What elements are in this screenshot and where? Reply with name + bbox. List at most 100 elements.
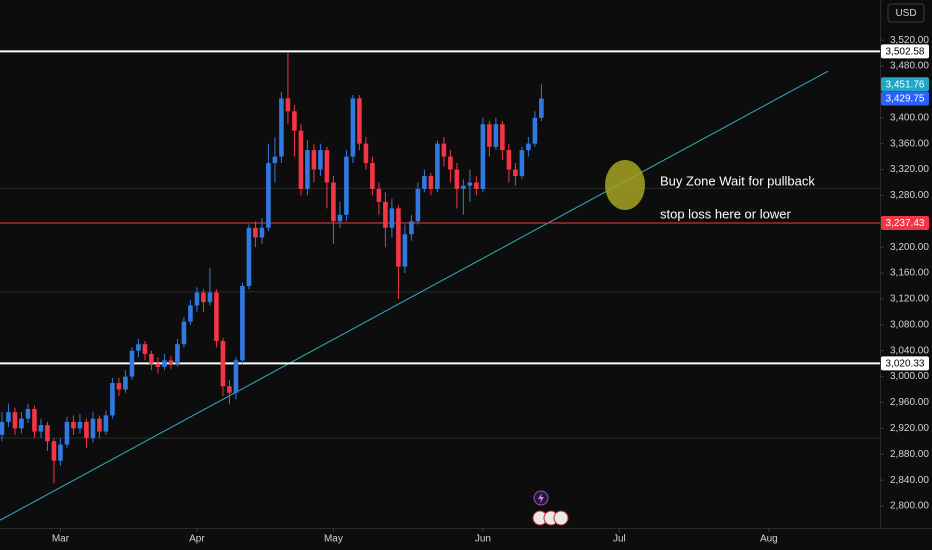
level-label: 3,237.43 [886, 218, 925, 229]
candle-body [233, 360, 239, 393]
candle-body [441, 143, 447, 157]
level-tag [881, 356, 929, 371]
candle-body [383, 201, 388, 228]
candle-body [259, 227, 265, 238]
event-icon[interactable] [553, 510, 569, 526]
candle-body [402, 234, 408, 267]
candle-body [454, 169, 460, 189]
candle-body [448, 156, 453, 170]
event-icons [532, 490, 569, 526]
candle-body [168, 360, 174, 364]
candle-body [51, 441, 57, 461]
candle-body [480, 124, 486, 189]
candle-body [214, 292, 219, 341]
x-tick-label: Apr [189, 534, 205, 545]
level-label: 3,502.58 [886, 47, 925, 58]
candle-body [77, 421, 83, 429]
candle-body [129, 350, 135, 377]
annotation: stop loss here or lower [660, 206, 791, 221]
candle-body [376, 188, 382, 202]
level-tag [881, 215, 929, 230]
candle-body [526, 143, 531, 151]
y-tick-label: 2,960.00 [890, 397, 929, 408]
candle-body [227, 386, 232, 393]
candle-body [409, 221, 414, 235]
x-tick-label: Jul [613, 534, 626, 545]
x-tick-label: Aug [760, 534, 778, 545]
plot [0, 50, 880, 521]
candle-body [253, 227, 258, 238]
candle-body [266, 163, 271, 228]
candle-body [97, 418, 102, 432]
y-tick-label: 3,360.00 [890, 138, 929, 149]
candle-body [155, 363, 161, 367]
candle-body [103, 415, 109, 432]
candle-body [298, 130, 304, 189]
candle-body [207, 292, 213, 303]
y-tick-label: 3,200.00 [890, 242, 929, 253]
candle-body [435, 143, 440, 189]
y-tick-label: 3,400.00 [890, 112, 929, 123]
candle-body [142, 344, 148, 354]
candle-body [415, 188, 421, 222]
candle-body [305, 150, 310, 189]
currency: USD [895, 8, 916, 19]
candle-body [357, 98, 362, 144]
y-tick-label: 3,520.00 [890, 35, 929, 46]
candle-body [506, 150, 512, 170]
y-tick-label: 2,920.00 [890, 423, 929, 434]
candle-body [45, 425, 50, 442]
candle-body [370, 163, 375, 189]
candle-body [389, 208, 395, 228]
candle-body [149, 353, 154, 364]
candle-body [318, 150, 323, 170]
price-tag [881, 77, 929, 92]
y-tick-label: 3,480.00 [890, 61, 929, 72]
candle-body [64, 421, 70, 445]
candle-body [246, 227, 252, 286]
candle-body [0, 421, 5, 435]
level-tag [881, 44, 929, 59]
candle-body [84, 421, 89, 439]
buy-zone-marker [605, 160, 645, 210]
candle-body [175, 344, 180, 364]
candle-body [12, 412, 18, 429]
candle-body [428, 176, 434, 189]
candle-body [162, 360, 167, 367]
candle-body [123, 376, 128, 390]
candle-body [272, 156, 278, 164]
x-tick-label: May [324, 534, 343, 545]
candle-body [188, 305, 193, 322]
candle-body [350, 98, 356, 157]
candle-body [539, 98, 544, 118]
y-tick-label: 3,000.00 [890, 371, 929, 382]
y-tick-label: 3,120.00 [890, 294, 929, 305]
candle-body [292, 111, 297, 131]
candle-body [422, 176, 427, 189]
candle-body [25, 408, 31, 419]
candle-body [396, 208, 401, 267]
candle-body [71, 421, 76, 429]
y-tick-label: 3,040.00 [890, 345, 929, 356]
price-tag-label: 3,429.75 [886, 94, 925, 105]
y-tick-label: 2,880.00 [890, 449, 929, 460]
candle-body [220, 341, 226, 387]
level-label: 3,020.33 [886, 359, 925, 370]
trendline [0, 70, 829, 521]
currency-box[interactable] [887, 3, 925, 23]
candle-body [474, 182, 479, 189]
candle-body [532, 117, 538, 144]
candle-body [344, 156, 349, 215]
x-tick-label: Mar [52, 534, 70, 545]
candle-body [461, 185, 466, 189]
candle-body [324, 150, 330, 183]
candle-body [337, 214, 343, 222]
price-tag-label: 3,451.76 [886, 79, 925, 90]
y-tick-label: 3,320.00 [890, 164, 929, 175]
candle-body [519, 150, 525, 176]
y-tick-label: 3,160.00 [890, 268, 929, 279]
candle-body [116, 383, 122, 390]
candle-body [363, 143, 369, 164]
